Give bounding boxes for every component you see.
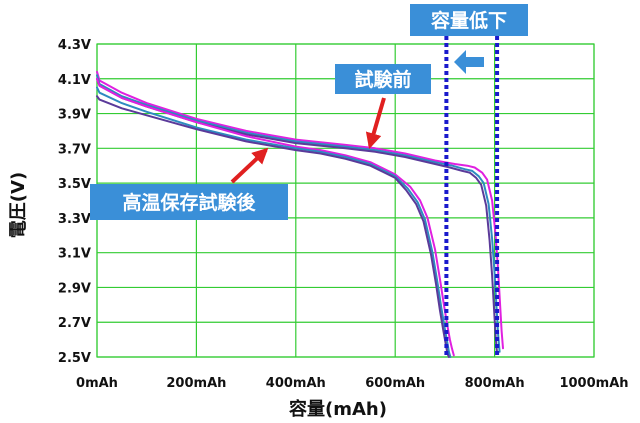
callout-before-test-label: 試験前 <box>354 68 411 91</box>
tick-labels: 2.5V 2.7V 2.9V 3.1V 3.3V 3.5V 3.7V 3.9V 4.1V 4.3V… <box>58 38 629 391</box>
series-line-2 <box>96 74 501 353</box>
left-arrow-icon <box>454 50 484 74</box>
y-axis-title: 電圧(V) <box>8 172 29 238</box>
callout-before-test-box <box>335 64 431 94</box>
x-tick-label: 0mAh <box>76 376 118 391</box>
callout-after-storage-arrow <box>230 147 269 184</box>
x-tick-label: 1000mAh <box>559 376 628 391</box>
y-tick-label: 3.5V <box>58 177 91 192</box>
callout-capacity-drop: 容量低下 <box>410 4 528 74</box>
series-line-6 <box>96 95 450 358</box>
series-line-5 <box>96 86 452 358</box>
reference-lines <box>444 36 500 357</box>
callout-before-test: 試験前 <box>335 64 431 150</box>
x-tick-label: 200mAh <box>166 376 226 391</box>
y-tick-label: 4.3V <box>58 38 91 53</box>
callout-after-storage-box <box>90 184 288 220</box>
callout-capacity-drop-label: 容量低下 <box>431 9 507 32</box>
y-tick-label: 3.7V <box>58 142 91 157</box>
callout-after-storage-label: 高温保存試験後 <box>122 191 256 214</box>
x-tick-label: 800mAh <box>465 376 525 391</box>
y-tick-label: 2.9V <box>58 281 91 296</box>
y-tick-label: 2.5V <box>58 351 91 366</box>
callout-before-test-arrow <box>365 97 386 150</box>
y-tick-label: 2.7V <box>58 316 91 331</box>
callout-capacity-drop-box <box>410 4 528 36</box>
y-tick-label: 3.1V <box>58 247 91 262</box>
y-tick-label: 4.1V <box>58 73 91 88</box>
callout-after-storage: 高温保存試験後 <box>90 147 288 220</box>
x-axis-title: 容量(mAh) <box>289 398 387 420</box>
x-tick-label: 400mAh <box>266 376 326 391</box>
y-tick-label: 3.9V <box>58 108 91 123</box>
y-tick-label: 3.3V <box>58 212 91 227</box>
x-tick-label: 600mAh <box>365 376 425 391</box>
